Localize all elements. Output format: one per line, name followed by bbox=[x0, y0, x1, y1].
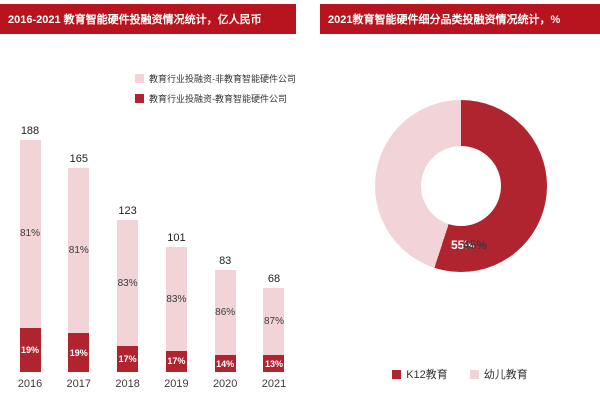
bar: 86% 14% bbox=[214, 269, 236, 372]
bar-segment-dark: 19% bbox=[68, 333, 90, 372]
legend-item-non-hardware: 教育行业投融资-非教育智能硬件公司 bbox=[135, 72, 296, 85]
bar-column: 188 81% 19% 2016 bbox=[10, 125, 50, 390]
bar-segment-dark: 17% bbox=[165, 350, 187, 372]
bar-total-label: 188 bbox=[20, 125, 40, 137]
bar-chart: 188 81% 19% 2016 165 81% 19% 2017 123 83% 17% 2018 1… bbox=[10, 125, 294, 390]
donut-chart-panel: 55% 45% K12教育 幼儿教育 bbox=[320, 40, 600, 400]
bar: 83% 17% bbox=[165, 247, 187, 372]
bar-column: 68 87% 13% 2021 bbox=[254, 273, 294, 390]
legend-label: 教育行业投融资-非教育智能硬件公司 bbox=[149, 74, 296, 84]
bar-segment-dark: 17% bbox=[117, 346, 139, 372]
bar-total-label: 123 bbox=[118, 205, 137, 218]
bar-segment-light: 81% bbox=[68, 168, 90, 334]
legend-label: K12教育 bbox=[406, 369, 448, 381]
bar-segment-dark-label: 19% bbox=[69, 347, 88, 358]
bar-segment-light-label: 81% bbox=[68, 245, 89, 257]
bar-column: 123 83% 17% 2018 bbox=[108, 205, 148, 390]
bar-total-label: 83 bbox=[219, 254, 232, 267]
donut-chart: 55% 45% bbox=[375, 100, 547, 272]
legend-swatch-k12 bbox=[392, 369, 402, 379]
x-axis-label: 2017 bbox=[66, 378, 92, 390]
bar-segment-light-label: 83% bbox=[166, 293, 187, 305]
legend-swatch-dark bbox=[135, 94, 144, 103]
bar-total-label: 101 bbox=[167, 232, 186, 245]
bar-segment-dark-label: 19% bbox=[20, 344, 39, 355]
x-axis-label: 2016 bbox=[17, 378, 43, 390]
right-chart-title: 2021教育智能硬件细分品类投融资情况统计，% bbox=[320, 4, 600, 34]
legend-item-hardware: 教育行业投融资-教育智能硬件公司 bbox=[135, 92, 287, 105]
bar-segment-dark-label: 17% bbox=[167, 356, 186, 367]
bar-segment-light-label: 83% bbox=[117, 277, 138, 289]
bar-segment-light: 83% bbox=[165, 247, 187, 351]
bar-segment-dark: 19% bbox=[19, 327, 41, 372]
bar-segment-light: 83% bbox=[117, 220, 139, 347]
legend-label: 幼儿教育 bbox=[483, 369, 528, 381]
bar-segment-light: 86% bbox=[214, 269, 236, 355]
x-axis-label: 2020 bbox=[212, 378, 238, 390]
bar-total-label: 68 bbox=[267, 273, 281, 286]
bar-segment-dark-label: 14% bbox=[216, 358, 235, 369]
bar-segment-light: 81% bbox=[19, 140, 41, 328]
bar-total-label: 165 bbox=[69, 153, 88, 166]
bar-chart-legend: 教育行业投融资-非教育智能硬件公司 教育行业投融资-教育智能硬件公司 bbox=[135, 72, 296, 105]
bar-segment-light-label: 87% bbox=[263, 316, 284, 328]
bar-segment-light-label: 81% bbox=[19, 228, 40, 240]
legend-item-k12: K12教育 bbox=[392, 366, 448, 382]
donut-legend: K12教育 幼儿教育 bbox=[320, 366, 600, 382]
bar-segment-dark: 13% bbox=[263, 355, 285, 372]
legend-label: 教育行业投融资-教育智能硬件公司 bbox=[149, 94, 287, 104]
bar-segment-dark-label: 13% bbox=[264, 358, 283, 369]
legend-swatch-preschool bbox=[469, 369, 479, 379]
donut-label-k12: 55% bbox=[450, 238, 475, 252]
legend-swatch-light bbox=[135, 74, 144, 83]
x-axis-label: 2019 bbox=[164, 378, 189, 390]
bar-column: 165 81% 19% 2017 bbox=[59, 153, 99, 390]
bar-segment-light: 87% bbox=[263, 288, 285, 355]
bar-chart-panel: 教育行业投融资-非教育智能硬件公司 教育行业投融资-教育智能硬件公司 188 81… bbox=[0, 40, 300, 400]
bar: 87% 13% bbox=[263, 288, 285, 372]
bar-segment-dark: 14% bbox=[214, 355, 236, 372]
bar-segment-light-label: 86% bbox=[215, 306, 236, 318]
bar-column: 101 83% 17% 2019 bbox=[156, 232, 196, 390]
donut-label-preschool: 45% bbox=[463, 238, 488, 252]
bar: 81% 19% bbox=[68, 168, 90, 372]
x-axis-label: 2018 bbox=[115, 378, 140, 390]
legend-item-preschool: 幼儿教育 bbox=[469, 366, 528, 382]
x-axis-label: 2021 bbox=[261, 378, 287, 390]
bar-segment-dark-label: 17% bbox=[118, 354, 137, 365]
bar: 83% 17% bbox=[117, 220, 139, 372]
bar-column: 83 86% 14% 2020 bbox=[205, 255, 245, 390]
left-chart-title: 2016-2021 教育智能硬件投融资情况统计，亿人民币 bbox=[0, 4, 296, 34]
bar: 81% 19% bbox=[19, 140, 41, 372]
